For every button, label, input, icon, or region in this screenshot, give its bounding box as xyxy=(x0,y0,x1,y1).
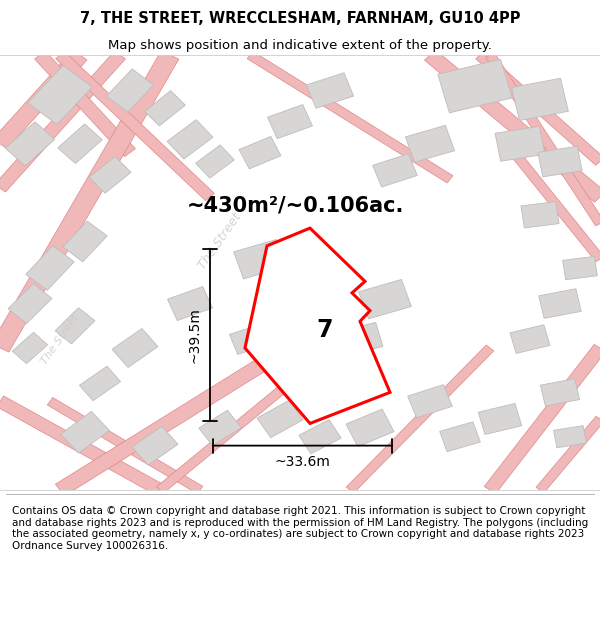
Polygon shape xyxy=(56,51,214,201)
Text: 7: 7 xyxy=(317,318,333,342)
Polygon shape xyxy=(346,345,494,493)
Polygon shape xyxy=(0,51,179,352)
Polygon shape xyxy=(247,51,453,183)
Polygon shape xyxy=(536,416,600,492)
Text: 7, THE STREET, WRECCLESHAM, FARNHAM, GU10 4PP: 7, THE STREET, WRECCLESHAM, FARNHAM, GU1… xyxy=(80,11,520,26)
Polygon shape xyxy=(478,404,522,434)
Polygon shape xyxy=(496,132,600,262)
Polygon shape xyxy=(28,66,92,124)
Polygon shape xyxy=(63,221,107,262)
Text: Map shows position and indicative extent of the property.: Map shows position and indicative extent… xyxy=(108,39,492,51)
Polygon shape xyxy=(346,409,394,447)
Polygon shape xyxy=(563,256,598,280)
Polygon shape xyxy=(510,325,550,353)
Text: ~430m²/~0.106ac.: ~430m²/~0.106ac. xyxy=(187,196,404,216)
Polygon shape xyxy=(229,324,271,354)
Polygon shape xyxy=(89,156,131,193)
Polygon shape xyxy=(47,398,203,494)
Polygon shape xyxy=(495,126,545,161)
Polygon shape xyxy=(373,154,418,187)
Polygon shape xyxy=(425,50,600,202)
Polygon shape xyxy=(13,332,47,364)
Text: The Street: The Street xyxy=(39,312,81,366)
Polygon shape xyxy=(5,122,55,166)
Polygon shape xyxy=(299,420,341,454)
Polygon shape xyxy=(307,72,353,108)
Polygon shape xyxy=(8,284,52,324)
Polygon shape xyxy=(0,50,87,149)
Polygon shape xyxy=(145,91,185,126)
Polygon shape xyxy=(245,228,390,423)
Polygon shape xyxy=(199,410,241,446)
Polygon shape xyxy=(106,69,154,112)
Polygon shape xyxy=(0,51,125,192)
Polygon shape xyxy=(406,126,455,162)
Polygon shape xyxy=(337,322,383,356)
Polygon shape xyxy=(55,360,265,496)
Polygon shape xyxy=(539,289,581,318)
Polygon shape xyxy=(58,124,102,164)
Polygon shape xyxy=(196,145,235,178)
Polygon shape xyxy=(79,366,121,401)
Polygon shape xyxy=(167,286,212,321)
Polygon shape xyxy=(286,272,334,308)
Polygon shape xyxy=(359,279,412,319)
Polygon shape xyxy=(157,371,304,493)
Polygon shape xyxy=(512,78,568,121)
Polygon shape xyxy=(440,422,481,452)
Polygon shape xyxy=(167,119,213,159)
Polygon shape xyxy=(538,146,582,177)
Text: ~33.6m: ~33.6m xyxy=(275,454,331,469)
Polygon shape xyxy=(541,379,580,406)
Polygon shape xyxy=(476,51,600,165)
Polygon shape xyxy=(233,239,286,279)
Text: Contains OS data © Crown copyright and database right 2021. This information is : Contains OS data © Crown copyright and d… xyxy=(12,506,588,551)
Polygon shape xyxy=(26,246,74,291)
Polygon shape xyxy=(112,329,158,367)
Text: ~39.5m: ~39.5m xyxy=(187,307,201,362)
Polygon shape xyxy=(55,308,95,344)
Polygon shape xyxy=(132,426,178,465)
Polygon shape xyxy=(61,411,109,453)
Polygon shape xyxy=(438,59,512,113)
Polygon shape xyxy=(484,344,600,494)
Polygon shape xyxy=(521,202,559,228)
Polygon shape xyxy=(239,136,281,169)
Polygon shape xyxy=(35,51,136,157)
Polygon shape xyxy=(257,400,303,437)
Polygon shape xyxy=(0,396,164,495)
Text: The Street: The Street xyxy=(196,211,244,272)
Polygon shape xyxy=(485,52,600,226)
Polygon shape xyxy=(553,426,587,448)
Polygon shape xyxy=(268,104,313,139)
Polygon shape xyxy=(407,384,452,418)
